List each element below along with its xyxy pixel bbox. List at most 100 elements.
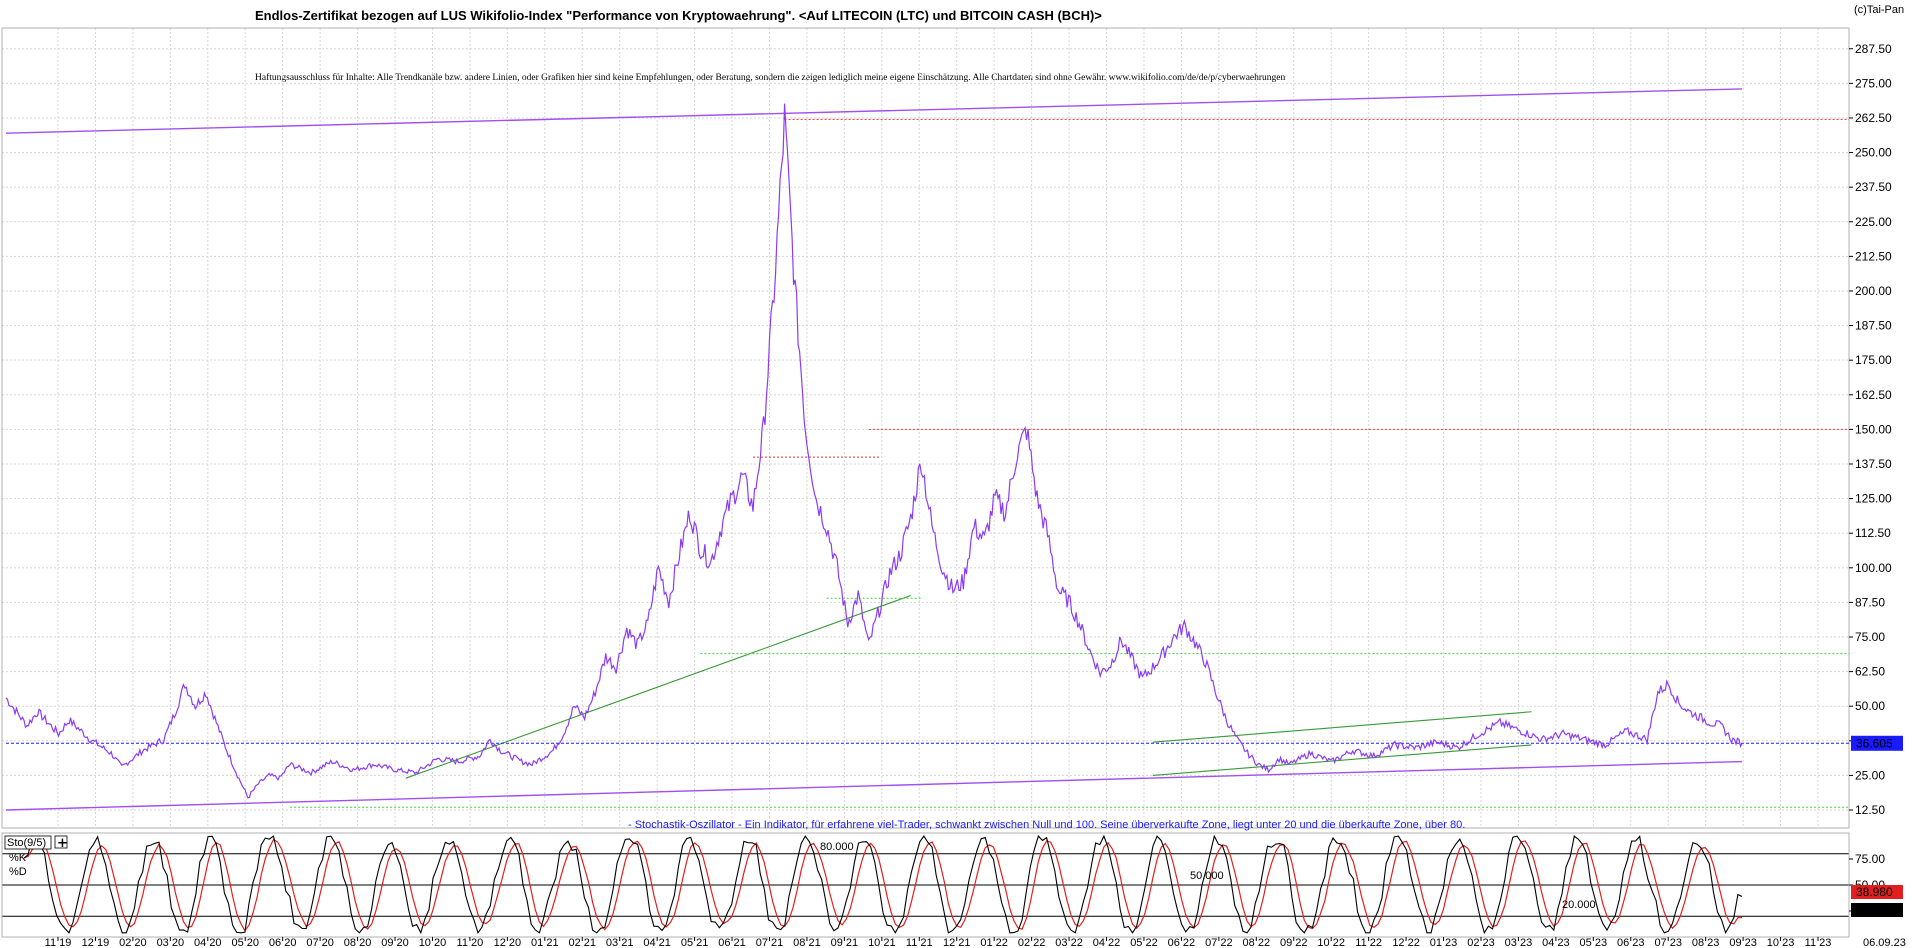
y-tick-label: 275.00 <box>1855 76 1892 90</box>
x-tick-label: 02 21 <box>568 937 596 948</box>
stochastic-k-line <box>23 834 1743 935</box>
main-grid <box>2 28 1849 828</box>
x-tick-label: 11 22 <box>1355 937 1382 948</box>
y-tick-label: 125.00 <box>1855 492 1892 506</box>
y-tick-label: 100.00 <box>1855 561 1892 575</box>
stochastic-d-line <box>23 838 1743 932</box>
x-tick-label: 09 21 <box>831 937 859 948</box>
disclaimer-text: Haftungsausschluss für Inhalte: Alle Tre… <box>255 72 1286 83</box>
x-tick-label: 10 22 <box>1317 937 1345 948</box>
copyright-label: (c)Tai-Pan <box>1854 4 1904 16</box>
x-tick-label: 06 23 <box>1617 937 1645 948</box>
y-tick-label: 175.00 <box>1855 353 1892 367</box>
stochastic-title-box <box>4 835 52 850</box>
x-tick-label: 12 21 <box>943 937 971 948</box>
y-axis: 287.50 275.00 262.50 250.00 237.50 225.00 212.… <box>1849 42 1892 817</box>
stochastic-value-tags: 38.980 18.652 <box>1851 885 1903 917</box>
x-tick-label: 05 21 <box>681 937 709 948</box>
y-tick-label: 250.00 <box>1855 146 1892 160</box>
trendline-green <box>405 594 912 779</box>
x-tick-label: 09 23 <box>1729 937 1757 948</box>
x-tick-label: 10 21 <box>868 937 896 948</box>
level-50-label: 50.000 <box>1190 870 1224 882</box>
chart-title: Endlos-Zertifikat bezogen auf LUS Wikifo… <box>255 8 1102 23</box>
x-axis: 11 19 12 19 02 20 03 20 04 20 05 20 06 20 07 20… <box>45 937 1832 948</box>
y-tick-label: 225.00 <box>1855 215 1892 229</box>
plus-icon: + <box>57 836 68 851</box>
trendline-green <box>1152 744 1532 776</box>
x-tick-label: 05 22 <box>1130 937 1158 948</box>
x-tick-label: 12 19 <box>82 937 110 948</box>
x-tick-label: 02 22 <box>1018 937 1046 948</box>
x-tick-label: 08 20 <box>344 937 372 948</box>
x-tick-label: 03 23 <box>1505 937 1533 948</box>
x-tick-label: 08 23 <box>1692 937 1720 948</box>
current-value-tag: 36.605 <box>1851 735 1903 751</box>
x-tick-label: 03 22 <box>1055 937 1083 948</box>
x-tick-label: 11 20 <box>457 937 484 948</box>
stochastic-title: Sto(9/5) <box>7 837 46 849</box>
y-tick-label: 62.50 <box>1855 665 1885 679</box>
y-tick-label: 150.00 <box>1855 422 1892 436</box>
x-tick-label: 07 22 <box>1205 937 1233 948</box>
y-tick-label: 75.00 <box>1855 630 1885 644</box>
chart-annotations <box>5 88 1849 811</box>
main-plot-frame <box>1 27 1850 829</box>
x-tick-label: 04 23 <box>1542 937 1570 948</box>
legend-d: %D <box>9 866 27 878</box>
x-tick-label: 11 19 <box>45 937 72 948</box>
x-tick-label: 01 21 <box>531 937 559 948</box>
x-tick-label: 04 21 <box>643 937 671 948</box>
trendline-green <box>1152 711 1532 743</box>
y-tick-label: 212.50 <box>1855 249 1892 263</box>
x-tick-label: 04 22 <box>1093 937 1121 948</box>
x-tick-label: 12 20 <box>494 937 522 948</box>
x-tick-label: 10 23 <box>1767 937 1795 948</box>
x-tick-label: 07 20 <box>306 937 334 948</box>
legend-k: %K <box>9 852 27 864</box>
x-tick-label: 06 20 <box>269 937 297 948</box>
x-tick-label: 10 20 <box>419 937 447 948</box>
y-tick-label: 200.00 <box>1855 284 1892 298</box>
k-value-box <box>1851 885 1903 899</box>
price-series-line <box>5 103 1743 799</box>
x-tick-label: 01 23 <box>1430 937 1458 948</box>
x-tick-label: 09 20 <box>381 937 409 948</box>
y-tick-label: 287.50 <box>1855 42 1892 56</box>
x-tick-label: 09 22 <box>1280 937 1308 948</box>
y-tick-label: 187.50 <box>1855 319 1892 333</box>
y-tick-label: 262.50 <box>1855 111 1892 125</box>
x-tick-label: 07 23 <box>1654 937 1682 948</box>
current-value-box <box>1851 735 1903 751</box>
x-tick-label: 03 21 <box>606 937 634 948</box>
x-tick-label: 06 21 <box>718 937 746 948</box>
y-tick-label: 50.00 <box>1855 699 1885 713</box>
y-tick-label: 87.50 <box>1855 595 1885 609</box>
y-tick-label: 112.50 <box>1855 526 1891 540</box>
x-tick-label: 03 20 <box>157 937 185 948</box>
k-value-label: 38.980 <box>1856 885 1893 899</box>
y-tick-label: 237.50 <box>1855 180 1892 194</box>
x-tick-label: 11 23 <box>1805 937 1832 948</box>
level-80-label: 80.000 <box>820 841 854 853</box>
trendline-purple <box>5 760 1743 811</box>
x-tick-label: 11 21 <box>906 937 933 948</box>
y-tick-label: 25.00 <box>1855 768 1885 782</box>
x-tick-label: 04 20 <box>194 937 222 948</box>
stochastic-note: - Stochastik-Oszillator - Ein Indikator,… <box>628 819 1465 831</box>
current-value-label: 36.605 <box>1856 736 1893 750</box>
x-tick-label: 06 22 <box>1168 937 1196 948</box>
y-tick-label: 162.50 <box>1855 388 1892 402</box>
last-date-label: 06.09.23 <box>1863 937 1906 948</box>
trendline-purple <box>5 88 1743 134</box>
stochastic-legend: Sto(9/5) + %K %D <box>4 835 68 878</box>
y-tick-label: 12.50 <box>1855 803 1885 817</box>
x-tick-label: 12 22 <box>1392 937 1420 948</box>
x-tick-label: 07 21 <box>756 937 784 948</box>
expand-button[interactable] <box>54 835 68 849</box>
x-tick-label: 08 21 <box>793 937 821 948</box>
d-value-label: 18.652 <box>1856 903 1893 917</box>
x-tick-label: 02 23 <box>1467 937 1495 948</box>
x-tick-label: 05 23 <box>1580 937 1608 948</box>
